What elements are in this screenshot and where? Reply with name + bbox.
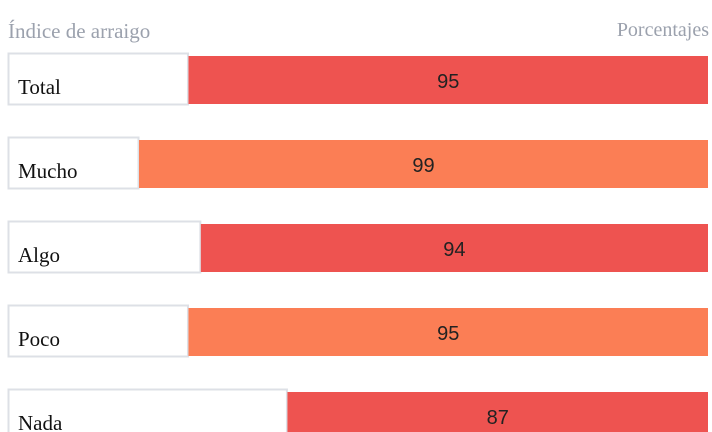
category-label: Mucho <box>18 159 78 183</box>
bar <box>188 56 708 104</box>
label-box <box>7 136 140 190</box>
category-label: Algo <box>18 243 60 267</box>
category-label: Total <box>18 75 61 99</box>
value-label: 99 <box>412 155 434 177</box>
value-label: 94 <box>443 239 465 261</box>
bar <box>188 308 708 356</box>
label-box <box>7 388 288 432</box>
label-box <box>7 52 189 106</box>
chart-title: Índice de arraigo <box>8 19 150 43</box>
chart-subtitle: Porcentajes <box>617 19 709 41</box>
label-box <box>7 304 189 358</box>
bar <box>139 140 708 188</box>
value-label: 95 <box>437 71 459 93</box>
bar <box>200 224 708 272</box>
value-label: 87 <box>487 407 509 429</box>
label-box <box>7 220 202 274</box>
value-label: 95 <box>437 323 459 345</box>
category-label: Poco <box>18 327 60 351</box>
category-label: Nada <box>18 411 63 432</box>
bar <box>287 392 708 432</box>
